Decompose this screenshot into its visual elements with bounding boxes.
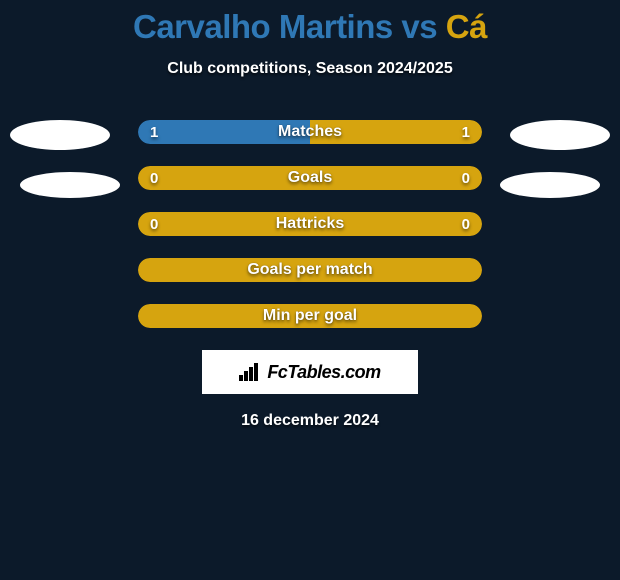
- stat-row: Min per goal: [138, 304, 482, 328]
- subtitle: Club competitions, Season 2024/2025: [0, 60, 620, 78]
- player-a-marker-bottom: [20, 172, 120, 198]
- stat-value-b: 0: [462, 216, 470, 233]
- stat-value-a: 0: [150, 216, 158, 233]
- stat-value-a: 1: [150, 124, 158, 141]
- stat-bars: 1 1 Matches 0 0 Goals 0 0 Hattricks Goals per mat…: [138, 120, 482, 328]
- title-player-b: Cá: [446, 8, 487, 45]
- stat-label: Goals per match: [247, 261, 372, 279]
- stat-row: 0 0 Hattricks: [138, 212, 482, 236]
- player-a-marker-top: [10, 120, 110, 150]
- stat-label: Goals: [288, 169, 332, 187]
- stat-value-b: 1: [462, 124, 470, 141]
- stat-value-b: 0: [462, 170, 470, 187]
- player-b-marker-top: [510, 120, 610, 150]
- comparison-arena: 1 1 Matches 0 0 Goals 0 0 Hattricks Goals per mat…: [0, 120, 620, 328]
- date-stamp: 16 december 2024: [0, 412, 620, 430]
- stat-label: Hattricks: [276, 215, 344, 233]
- title-vs: vs: [393, 8, 446, 45]
- stat-value-a: 0: [150, 170, 158, 187]
- page-title: Carvalho Martins vs Cá: [0, 0, 620, 46]
- stat-row: 1 1 Matches: [138, 120, 482, 144]
- barchart-icon: [239, 363, 261, 381]
- attribution-text: FcTables.com: [267, 362, 380, 383]
- attribution-badge: FcTables.com: [202, 350, 418, 394]
- stat-label: Min per goal: [263, 307, 357, 325]
- title-player-a: Carvalho Martins: [133, 8, 393, 45]
- stat-row: Goals per match: [138, 258, 482, 282]
- player-b-marker-bottom: [500, 172, 600, 198]
- stat-label: Matches: [278, 123, 342, 141]
- stat-row: 0 0 Goals: [138, 166, 482, 190]
